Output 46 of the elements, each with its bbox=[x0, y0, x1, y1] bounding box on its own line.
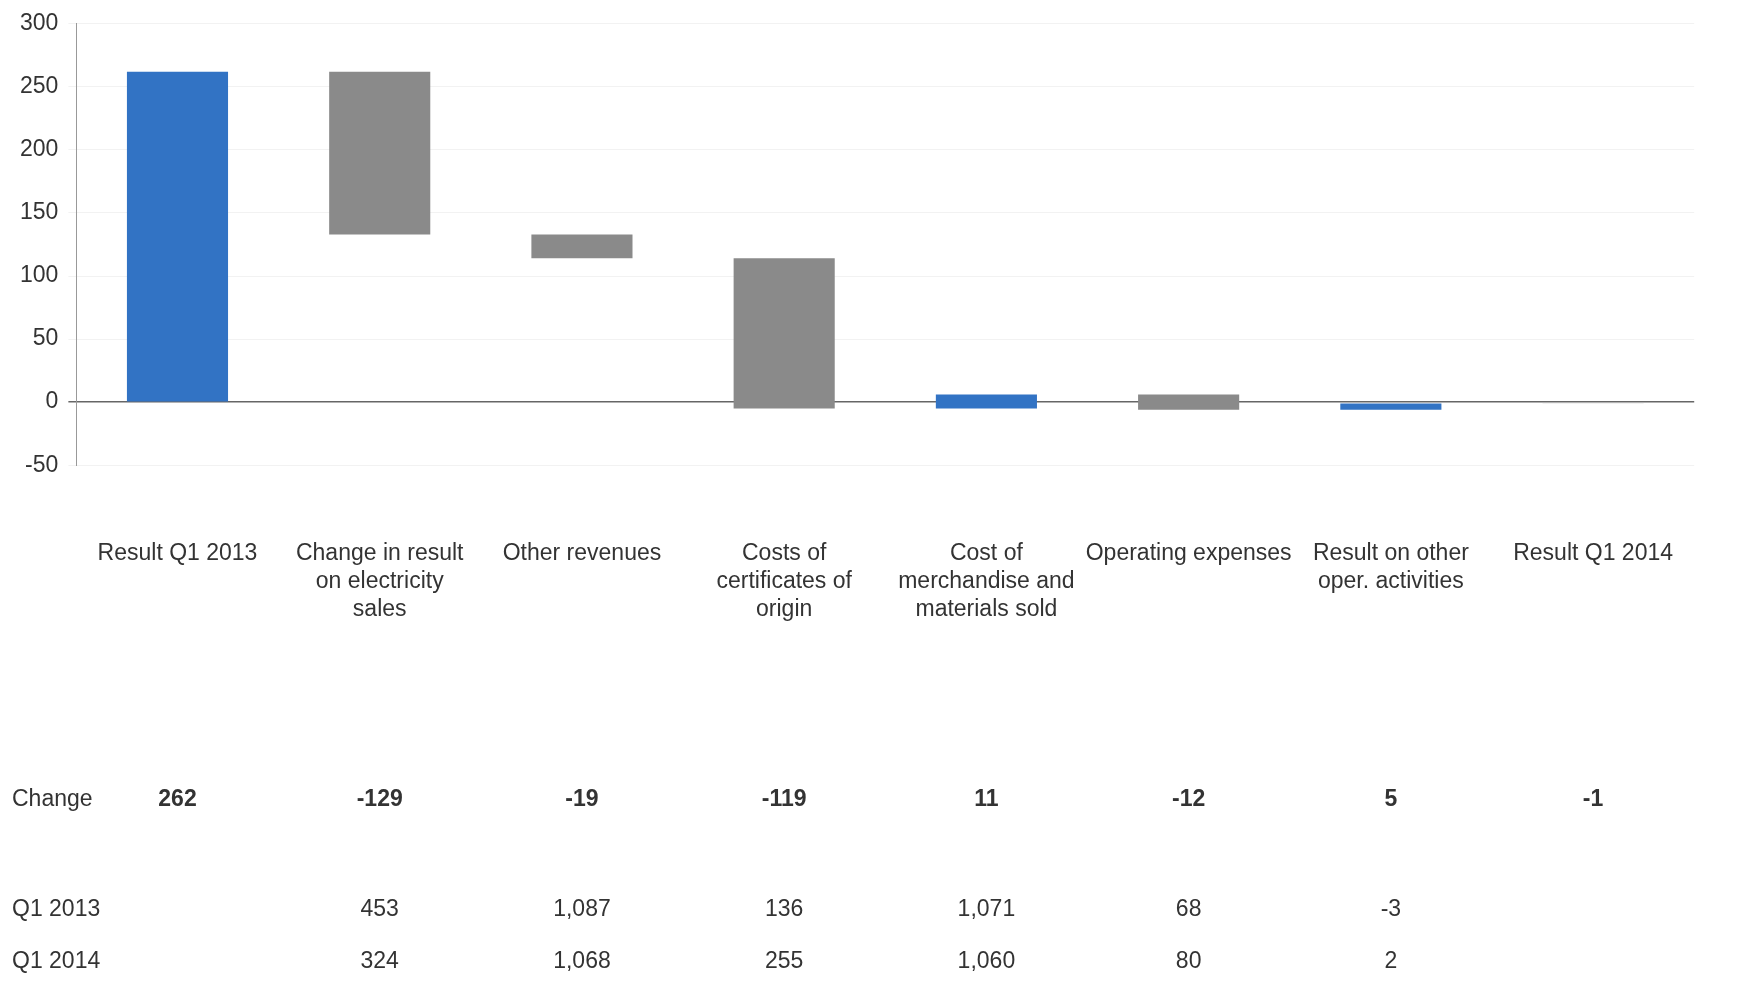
x-tick-label: Costs of certificates of origin bbox=[716, 539, 853, 621]
data-label: -1 bbox=[1582, 785, 1604, 812]
text: 453 bbox=[360, 895, 399, 922]
bar bbox=[329, 71, 431, 235]
x-tick-label: Cost of merchandise and materials sold bbox=[898, 539, 1075, 621]
data-label: 262 bbox=[158, 785, 197, 812]
bar bbox=[531, 234, 633, 259]
x-tick-label: Other revenues bbox=[502, 539, 662, 566]
data-label: 11 bbox=[974, 785, 999, 812]
data-label: -119 bbox=[761, 785, 807, 812]
y-tick-label: 150 bbox=[20, 198, 59, 225]
x-tick-label: Result on other oper. activities bbox=[1312, 539, 1470, 593]
data-label: 5 bbox=[1384, 785, 1398, 812]
x-tick-label: Result Q1 2014 bbox=[1513, 539, 1674, 566]
text: -3 bbox=[1380, 895, 1402, 922]
text: 1,068 bbox=[553, 947, 611, 974]
y-tick-label: 250 bbox=[20, 72, 59, 99]
y-tick-label: 200 bbox=[20, 135, 59, 162]
data-label: -19 bbox=[565, 785, 599, 812]
data-label: -129 bbox=[356, 785, 403, 812]
text: 136 bbox=[764, 895, 804, 922]
text: 80 bbox=[1175, 947, 1202, 974]
text: 2 bbox=[1384, 947, 1398, 974]
y-tick-label: 300 bbox=[20, 9, 59, 36]
bar bbox=[733, 258, 835, 409]
x-tick-label: Operating expenses bbox=[1085, 539, 1292, 566]
bar bbox=[1138, 394, 1240, 410]
text: 1,087 bbox=[553, 895, 611, 922]
x-tick-label: Result Q1 2013 bbox=[97, 539, 258, 566]
bar bbox=[1340, 403, 1442, 410]
text: Q1 2013 bbox=[12, 895, 101, 922]
text: Q1 2014 bbox=[12, 947, 101, 974]
y-tick-label: 50 bbox=[32, 324, 59, 351]
bar bbox=[935, 394, 1037, 409]
bar bbox=[126, 71, 229, 402]
text: 324 bbox=[360, 947, 400, 974]
y-tick-label: 100 bbox=[20, 261, 59, 288]
text: 255 bbox=[764, 947, 804, 974]
text: 68 bbox=[1175, 895, 1202, 922]
x-tick-label: Change in result on electricity sales bbox=[295, 539, 465, 621]
text: Change bbox=[12, 785, 93, 812]
data-label: -12 bbox=[1172, 785, 1206, 812]
text: 1,060 bbox=[957, 947, 1016, 974]
y-tick-label: -50 bbox=[25, 450, 59, 477]
y-tick-label: 0 bbox=[45, 387, 59, 414]
text: 1,071 bbox=[957, 895, 1016, 922]
